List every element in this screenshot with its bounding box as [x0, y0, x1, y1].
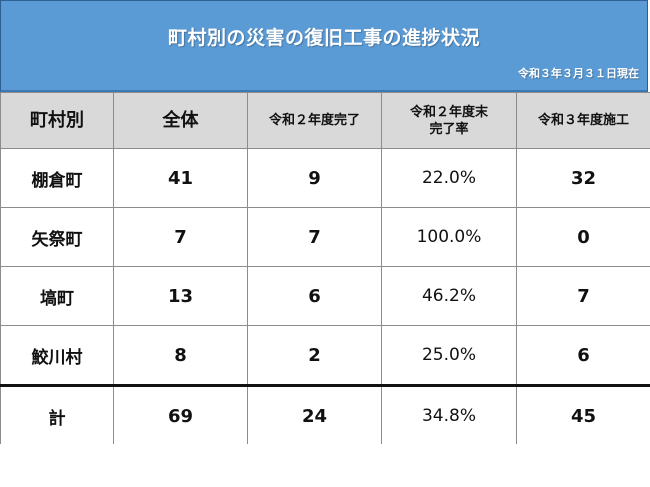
- municipality-name: 矢祭町: [0, 207, 114, 267]
- header-completion-rate-r2: 令和２年度末 完了率: [381, 92, 517, 149]
- total-count: 13: [113, 266, 248, 326]
- completed-r2-count: 2: [247, 325, 382, 386]
- header-row: 町村別 全体 令和２年度完了 令和２年度末 完了率 令和３年度施工: [0, 92, 650, 149]
- as-of-date: 令和３年３月３１日現在: [518, 67, 639, 80]
- completed-r2-count: 7: [247, 207, 382, 267]
- completion-rate: 25.0%: [381, 325, 517, 386]
- construction-r3-count: 45: [516, 384, 650, 446]
- completion-rate: 46.2%: [381, 266, 517, 326]
- completion-rate: 100.0%: [381, 207, 517, 267]
- header-completed-r2: 令和２年度完了: [247, 92, 382, 149]
- table-row: 矢祭町 7 7 100.0% 0: [0, 207, 650, 267]
- page-title: 町村別の災害の復旧工事の進捗状況: [167, 27, 480, 49]
- municipality-name: 鮫川村: [0, 325, 114, 386]
- total-count: 7: [113, 207, 248, 267]
- completion-rate: 22.0%: [381, 148, 517, 208]
- total-count: 8: [113, 325, 248, 386]
- blank-area: [0, 444, 650, 487]
- header-completion-rate-line2: 完了率: [429, 121, 469, 137]
- table-row: 棚倉町 41 9 22.0% 32: [0, 148, 650, 208]
- municipality-name: 塙町: [0, 266, 114, 326]
- construction-r3-count: 6: [516, 325, 650, 386]
- construction-r3-count: 0: [516, 207, 650, 267]
- total-count: 41: [113, 148, 248, 208]
- completed-r2-count: 24: [247, 384, 382, 446]
- header-completion-rate-line1: 令和２年度末: [409, 104, 488, 120]
- total-count: 69: [113, 384, 248, 446]
- title-banner: 町村別の災害の復旧工事の進捗状況 令和３年３月３１日現在: [0, 0, 648, 92]
- completed-r2-count: 9: [247, 148, 382, 208]
- municipality-name: 棚倉町: [0, 148, 114, 208]
- table-row: 塙町 13 6 46.2% 7: [0, 266, 650, 326]
- progress-table: 町村別 全体 令和２年度完了 令和２年度末 完了率 令和３年度施工 棚倉町 41…: [0, 92, 650, 446]
- completed-r2-count: 6: [247, 266, 382, 326]
- construction-r3-count: 7: [516, 266, 650, 326]
- completion-rate: 34.8%: [381, 384, 517, 446]
- total-row: 計 69 24 34.8% 45: [0, 384, 650, 446]
- header-total: 全体: [113, 92, 248, 149]
- header-construction-r3: 令和３年度施工: [516, 92, 650, 149]
- construction-r3-count: 32: [516, 148, 650, 208]
- total-label: 計: [0, 384, 114, 446]
- header-municipality: 町村別: [0, 92, 114, 149]
- table-row: 鮫川村 8 2 25.0% 6: [0, 325, 650, 386]
